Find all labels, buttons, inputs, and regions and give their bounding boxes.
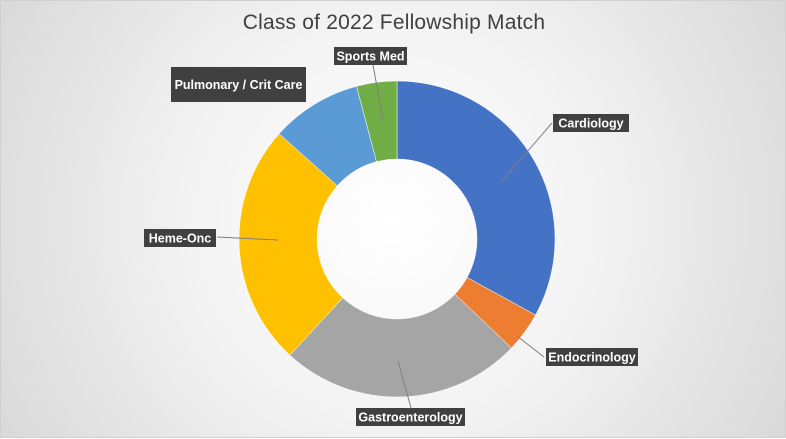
- data-label-box: [171, 67, 306, 102]
- data-label-box: [144, 229, 216, 247]
- data-label-endocrinology: Endocrinology: [546, 348, 638, 366]
- leader-line-gastroenterology: [397, 360, 412, 409]
- leader-line-endocrinology: [516, 335, 545, 358]
- leader-line-cardiology: [501, 122, 553, 182]
- chart-title: Class of 2022 Fellowship Match: [242, 11, 546, 34]
- leader-line-sports-med: [372, 64, 384, 120]
- data-label-text: Heme-Onc: [149, 232, 212, 246]
- data-label-cardiology: Cardiology: [553, 114, 629, 132]
- data-label-gastroenterology: Gastroenterology: [356, 408, 465, 426]
- data-label-box: [553, 114, 629, 132]
- data-label-box: [334, 47, 407, 65]
- data-label-box: [546, 348, 638, 366]
- data-label-heme-onc: Heme-Onc: [144, 229, 216, 247]
- data-label-text: Cardiology: [558, 117, 623, 131]
- data-label-text: Gastroenterology: [358, 411, 462, 425]
- slice-heme-onc: [238, 133, 344, 356]
- slice-sports-med: [356, 80, 398, 162]
- leader-line-heme-onc: [216, 236, 279, 241]
- data-label-sports-med: Sports Med: [334, 47, 407, 65]
- data-label-text: Endocrinology: [548, 351, 636, 365]
- data-label-text: Pulmonary / Crit Care: [175, 78, 303, 92]
- data-label-box: [356, 408, 465, 426]
- slice-cardiology: [396, 80, 556, 316]
- data-label-text: Sports Med: [336, 50, 404, 64]
- slice-gastroenterology: [289, 293, 512, 398]
- data-label-pulmonary-crit-care: Pulmonary / Crit Care: [171, 67, 306, 102]
